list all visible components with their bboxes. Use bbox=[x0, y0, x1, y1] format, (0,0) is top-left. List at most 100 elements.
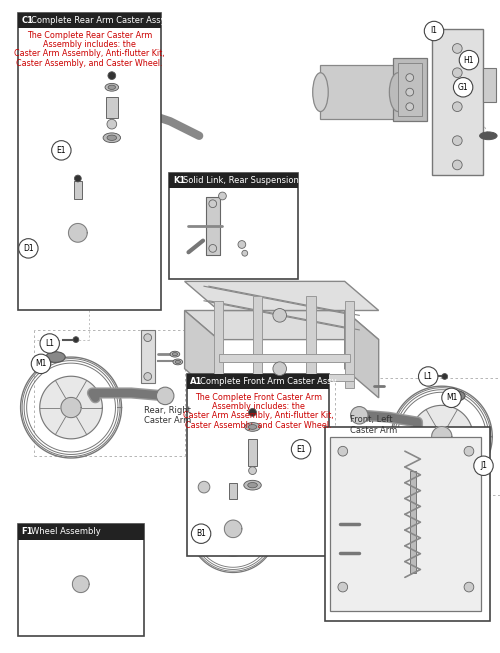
Text: A1: A1 bbox=[190, 377, 203, 386]
Text: K1: K1 bbox=[173, 176, 185, 185]
Text: L1: L1 bbox=[45, 339, 54, 348]
Text: M1: M1 bbox=[446, 393, 457, 402]
Circle shape bbox=[464, 447, 474, 456]
Circle shape bbox=[292, 439, 311, 459]
Ellipse shape bbox=[312, 72, 328, 112]
Bar bbox=[482, 68, 496, 102]
Bar bbox=[18, 524, 144, 539]
Bar bbox=[252, 296, 262, 383]
Circle shape bbox=[273, 362, 286, 375]
Bar bbox=[410, 471, 416, 573]
Polygon shape bbox=[68, 223, 87, 242]
Ellipse shape bbox=[248, 424, 257, 429]
Circle shape bbox=[209, 244, 216, 252]
Circle shape bbox=[442, 374, 448, 379]
Circle shape bbox=[74, 175, 81, 182]
Circle shape bbox=[107, 119, 117, 129]
Circle shape bbox=[73, 337, 79, 343]
Text: Assembly includes: the: Assembly includes: the bbox=[212, 402, 305, 411]
Ellipse shape bbox=[170, 351, 179, 357]
Circle shape bbox=[459, 50, 478, 70]
Bar bbox=[248, 439, 258, 466]
Bar bbox=[74, 182, 82, 199]
Text: B1: B1 bbox=[196, 529, 206, 538]
Polygon shape bbox=[206, 502, 260, 556]
Ellipse shape bbox=[103, 133, 120, 142]
Ellipse shape bbox=[244, 481, 262, 490]
Bar bbox=[224, 374, 354, 381]
Text: Caster Arm Assembly, Anti-flutter Kit,: Caster Arm Assembly, Anti-flutter Kit, bbox=[14, 50, 165, 58]
Text: L1: L1 bbox=[424, 372, 432, 381]
Circle shape bbox=[218, 192, 226, 200]
Bar bbox=[432, 29, 482, 174]
Text: G1: G1 bbox=[458, 83, 468, 92]
Ellipse shape bbox=[248, 483, 258, 488]
Text: Caster Arm Assembly, Anti-flutter Kit,: Caster Arm Assembly, Anti-flutter Kit, bbox=[183, 411, 334, 421]
Bar bbox=[214, 301, 224, 388]
Circle shape bbox=[209, 200, 216, 208]
Bar bbox=[186, 374, 329, 556]
Bar bbox=[218, 354, 350, 362]
Bar bbox=[141, 330, 154, 383]
Circle shape bbox=[273, 309, 286, 322]
Bar bbox=[169, 172, 298, 188]
Bar bbox=[344, 301, 354, 388]
Text: E1: E1 bbox=[296, 445, 306, 454]
Text: Rear, Right
Caster Arm: Rear, Right Caster Arm bbox=[144, 406, 191, 425]
Text: Assembly includes: the: Assembly includes: the bbox=[43, 40, 136, 49]
Polygon shape bbox=[49, 204, 106, 262]
Circle shape bbox=[424, 22, 444, 40]
Text: Caster Assembly, and Caster Wheel.: Caster Assembly, and Caster Wheel. bbox=[16, 59, 163, 68]
Text: Front, Left
Caster Arm: Front, Left Caster Arm bbox=[350, 415, 397, 435]
Circle shape bbox=[474, 456, 493, 475]
Bar bbox=[326, 427, 490, 621]
Text: E1: E1 bbox=[56, 146, 66, 155]
Polygon shape bbox=[61, 398, 81, 418]
Polygon shape bbox=[184, 310, 378, 340]
Ellipse shape bbox=[105, 84, 118, 91]
Circle shape bbox=[452, 102, 462, 112]
Circle shape bbox=[464, 582, 474, 592]
Text: M1: M1 bbox=[36, 359, 46, 368]
Circle shape bbox=[452, 160, 462, 170]
Circle shape bbox=[242, 250, 248, 256]
Circle shape bbox=[248, 467, 256, 475]
Circle shape bbox=[406, 88, 413, 96]
Bar bbox=[330, 437, 480, 611]
Bar bbox=[206, 197, 220, 255]
Text: Caster Assembly, and Caster Wheel.: Caster Assembly, and Caster Wheel. bbox=[185, 421, 332, 430]
Bar bbox=[18, 524, 144, 635]
Bar bbox=[169, 172, 298, 279]
Polygon shape bbox=[410, 406, 473, 468]
Bar bbox=[18, 12, 162, 310]
Polygon shape bbox=[72, 576, 89, 592]
Circle shape bbox=[238, 240, 246, 248]
Polygon shape bbox=[344, 310, 378, 398]
Circle shape bbox=[452, 68, 462, 78]
Text: Solid Link, Rear Suspension: Solid Link, Rear Suspension bbox=[182, 176, 298, 185]
Circle shape bbox=[406, 74, 413, 82]
Circle shape bbox=[350, 407, 368, 424]
Text: The Complete Front Caster Arm: The Complete Front Caster Arm bbox=[195, 393, 322, 402]
Bar bbox=[229, 483, 237, 499]
Circle shape bbox=[338, 582, 347, 592]
Text: The Complete Rear Caster Arm: The Complete Rear Caster Arm bbox=[27, 31, 152, 40]
Text: F1: F1 bbox=[22, 527, 33, 536]
Polygon shape bbox=[184, 281, 378, 310]
Circle shape bbox=[52, 140, 71, 160]
Text: Wheel Assembly: Wheel Assembly bbox=[32, 527, 101, 536]
Circle shape bbox=[406, 103, 413, 110]
Text: J1: J1 bbox=[480, 461, 487, 470]
Circle shape bbox=[418, 367, 438, 386]
Ellipse shape bbox=[173, 359, 182, 365]
Polygon shape bbox=[432, 426, 452, 447]
Circle shape bbox=[452, 44, 462, 54]
Ellipse shape bbox=[446, 390, 465, 401]
Ellipse shape bbox=[390, 72, 407, 112]
Ellipse shape bbox=[480, 132, 497, 140]
Ellipse shape bbox=[175, 360, 180, 364]
Circle shape bbox=[18, 239, 38, 258]
Circle shape bbox=[442, 388, 461, 407]
Text: Complete Front Arm Caster Assy: Complete Front Arm Caster Assy bbox=[200, 377, 337, 386]
Circle shape bbox=[452, 136, 462, 146]
